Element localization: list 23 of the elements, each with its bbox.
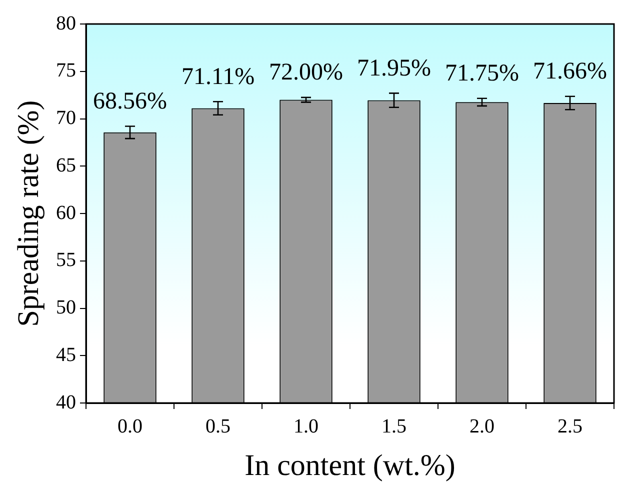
data-label: 72.00% [269, 60, 343, 86]
data-label: 71.95% [357, 55, 431, 82]
x-tick-label: 2.0 [470, 415, 494, 438]
y-tick-label: 65 [56, 154, 76, 176]
x-tick-label: 1.0 [294, 415, 318, 438]
data-label: 68.56% [93, 88, 167, 115]
x-tick-label: 1.5 [382, 415, 406, 438]
data-label: 71.11% [181, 64, 255, 90]
x-tick-label: 0.5 [206, 415, 230, 438]
data-label: 71.66% [533, 58, 607, 85]
y-tick-label: 80 [56, 12, 76, 34]
y-tick-label: 40 [56, 391, 76, 414]
y-tick-label: 45 [56, 344, 76, 366]
y-tick-label: 60 [56, 202, 76, 224]
y-tick-label: 75 [56, 60, 76, 82]
y-tick-label: 55 [56, 249, 76, 272]
x-axis-title: In content (wt.%) [244, 448, 456, 482]
y-axis-title: Spreading rate (%) [12, 100, 45, 327]
y-tick-label: 50 [56, 296, 76, 318]
x-tick-label: 0.0 [118, 415, 142, 438]
data-label: 71.75% [445, 60, 519, 87]
x-tick-label: 2.5 [558, 415, 582, 438]
y-tick-label: 70 [56, 107, 76, 129]
